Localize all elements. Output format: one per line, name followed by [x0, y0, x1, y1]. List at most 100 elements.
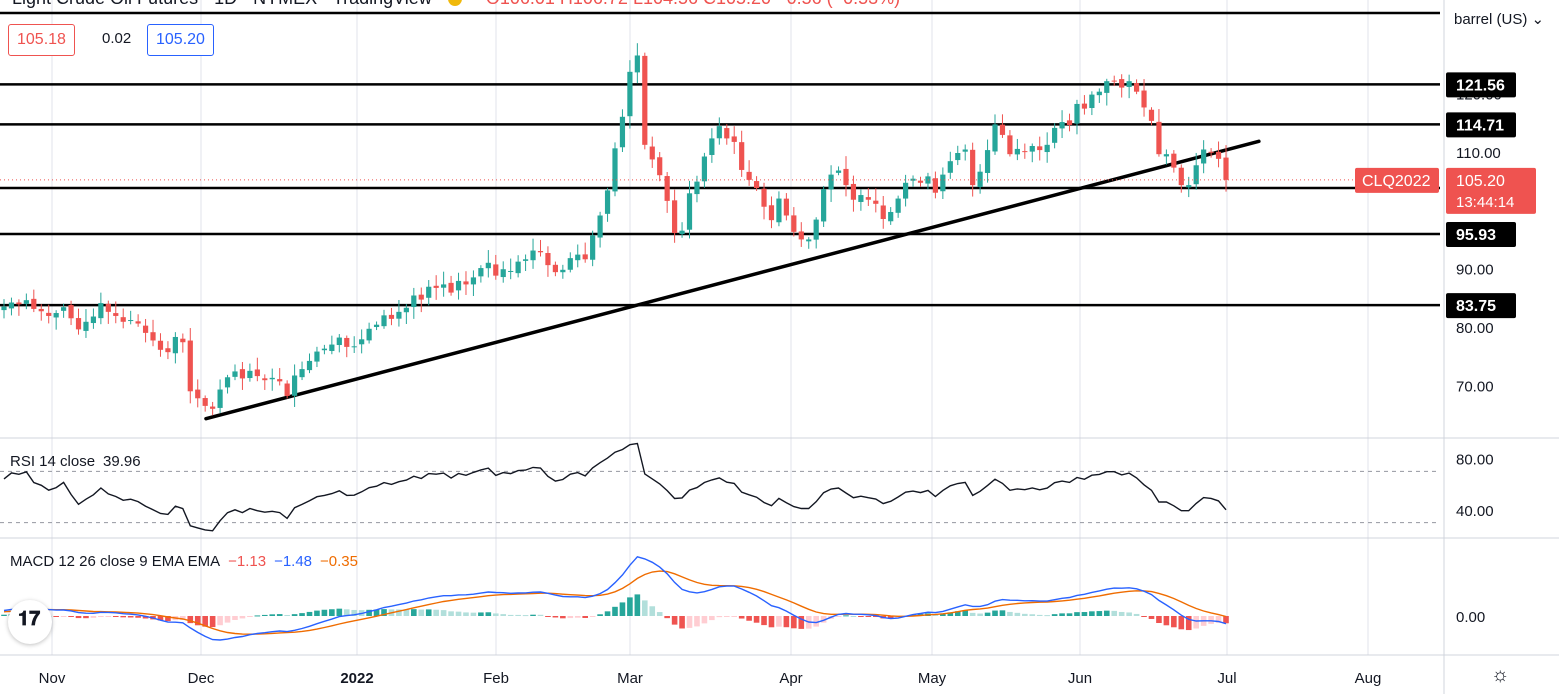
macd-histogram-bar: [522, 615, 529, 617]
candle-body: [336, 337, 342, 346]
level-price-tag-label: 95.93: [1456, 227, 1496, 244]
macd-histogram-bar: [1193, 616, 1199, 629]
rsi-line: [3, 442, 1227, 532]
candle-body: [522, 259, 529, 261]
macd-histogram-bar: [440, 610, 447, 616]
tradingview-logo-icon[interactable]: 𝟏𝟕: [8, 600, 52, 644]
candle-body: [575, 254, 581, 261]
candle-body: [344, 337, 350, 347]
candle-body: [210, 406, 216, 409]
macd-histogram-bar: [1118, 611, 1125, 616]
time-tick-label: Jun: [1068, 670, 1092, 687]
candle-body: [381, 315, 387, 327]
macd-histogram-bar: [470, 612, 477, 616]
macd-histogram-bar: [500, 614, 507, 616]
unit-selector[interactable]: barrel (US) ⌄: [1454, 10, 1544, 28]
macd-histogram-bar: [746, 616, 752, 621]
candle-body: [314, 351, 320, 362]
macd-histogram-bar: [202, 616, 208, 627]
macd-histogram-bar: [1014, 612, 1021, 616]
buy-price-button[interactable]: 105.20: [147, 24, 214, 56]
time-tick-label: May: [918, 670, 947, 687]
macd-histogram-bar: [1215, 616, 1222, 623]
macd-histogram-bar: [403, 609, 410, 616]
candle-body: [239, 369, 246, 379]
macd-histogram-bar: [887, 616, 894, 619]
rsi-pane: [0, 442, 1440, 532]
candle-body: [1156, 121, 1162, 155]
macd-histogram-bar: [433, 609, 439, 616]
macd-histogram-bar: [1022, 613, 1028, 616]
macd-histogram-bar: [619, 602, 626, 616]
macd-legend[interactable]: MACD 12 26 close 9 EMA EMA −1.13 −1.48 −0.3…: [10, 553, 358, 570]
macd-histogram-bar: [664, 616, 670, 619]
macd-histogram-bar: [306, 611, 313, 616]
macd-histogram-bar: [373, 609, 380, 616]
level-price-tag-label: 83.75: [1456, 298, 1496, 315]
macd-histogram-bar: [425, 609, 432, 616]
macd-histogram-bar: [1178, 616, 1185, 630]
macd-histogram-bar: [850, 615, 857, 617]
rsi-legend[interactable]: RSI 14 close 39.96: [10, 453, 141, 470]
candle-body: [821, 189, 827, 222]
macd-histogram-bar: [858, 616, 864, 617]
candle-body: [858, 195, 864, 202]
macd-histogram-bar: [865, 616, 872, 617]
sell-price-button[interactable]: 105.18: [8, 24, 75, 56]
macd-histogram-bar: [329, 609, 335, 616]
macd-histogram-bar: [478, 612, 484, 616]
macd-histogram-bar: [492, 613, 499, 616]
candle-body: [917, 180, 924, 183]
time-tick-label: Dec: [188, 670, 215, 687]
candle-body: [612, 148, 618, 192]
candle-body: [448, 282, 454, 293]
candle-body: [1052, 127, 1058, 143]
candle-body: [418, 294, 424, 300]
candle-body: [746, 171, 752, 180]
candle-body: [1163, 154, 1169, 157]
candle-body: [590, 235, 596, 260]
macd-histogram-bar: [694, 616, 700, 627]
candle-body: [1066, 120, 1073, 125]
candle-body: [411, 295, 417, 308]
gear-icon[interactable]: ☼: [1491, 664, 1510, 686]
candle-body: [582, 254, 588, 260]
macd-histogram-bar: [813, 616, 819, 627]
macd-histogram-bar: [239, 616, 246, 619]
macd-histogram-bar: [90, 616, 97, 618]
macd-histogram-bar: [381, 609, 387, 616]
candle-body: [1141, 90, 1147, 108]
candle-body: [850, 183, 857, 200]
macd-histogram-bar: [291, 614, 298, 616]
macd-histogram-bar: [1126, 612, 1132, 616]
macd-histogram-bar: [1156, 616, 1162, 624]
macd-histogram-bar: [336, 608, 343, 616]
candle-body: [835, 170, 842, 173]
candle-body: [679, 230, 685, 235]
candle-body: [75, 318, 82, 330]
macd-histogram-bar: [656, 612, 663, 616]
candle-body: [537, 251, 544, 253]
macd-histogram-bar: [999, 610, 1006, 616]
candle-body: [23, 300, 29, 304]
macd-histogram-bar: [1171, 616, 1177, 628]
candle-body: [701, 156, 708, 182]
candle-body: [455, 280, 462, 291]
candle-body: [1148, 109, 1155, 121]
last-price-tag: [1446, 167, 1536, 214]
candle-body: [98, 303, 104, 319]
macd-histogram-bar: [396, 609, 402, 616]
candle-body: [1223, 157, 1229, 180]
macd-histogram-bar: [180, 616, 186, 620]
candle-body: [403, 307, 409, 313]
candle-body: [351, 346, 357, 348]
candle-body: [843, 168, 849, 186]
candle-body: [895, 198, 901, 213]
macd-histogram-bar: [545, 616, 551, 617]
candle-body: [962, 149, 968, 152]
candle-body: [657, 157, 663, 176]
macd-histogram-bar: [604, 611, 611, 616]
candle-body: [664, 176, 670, 201]
